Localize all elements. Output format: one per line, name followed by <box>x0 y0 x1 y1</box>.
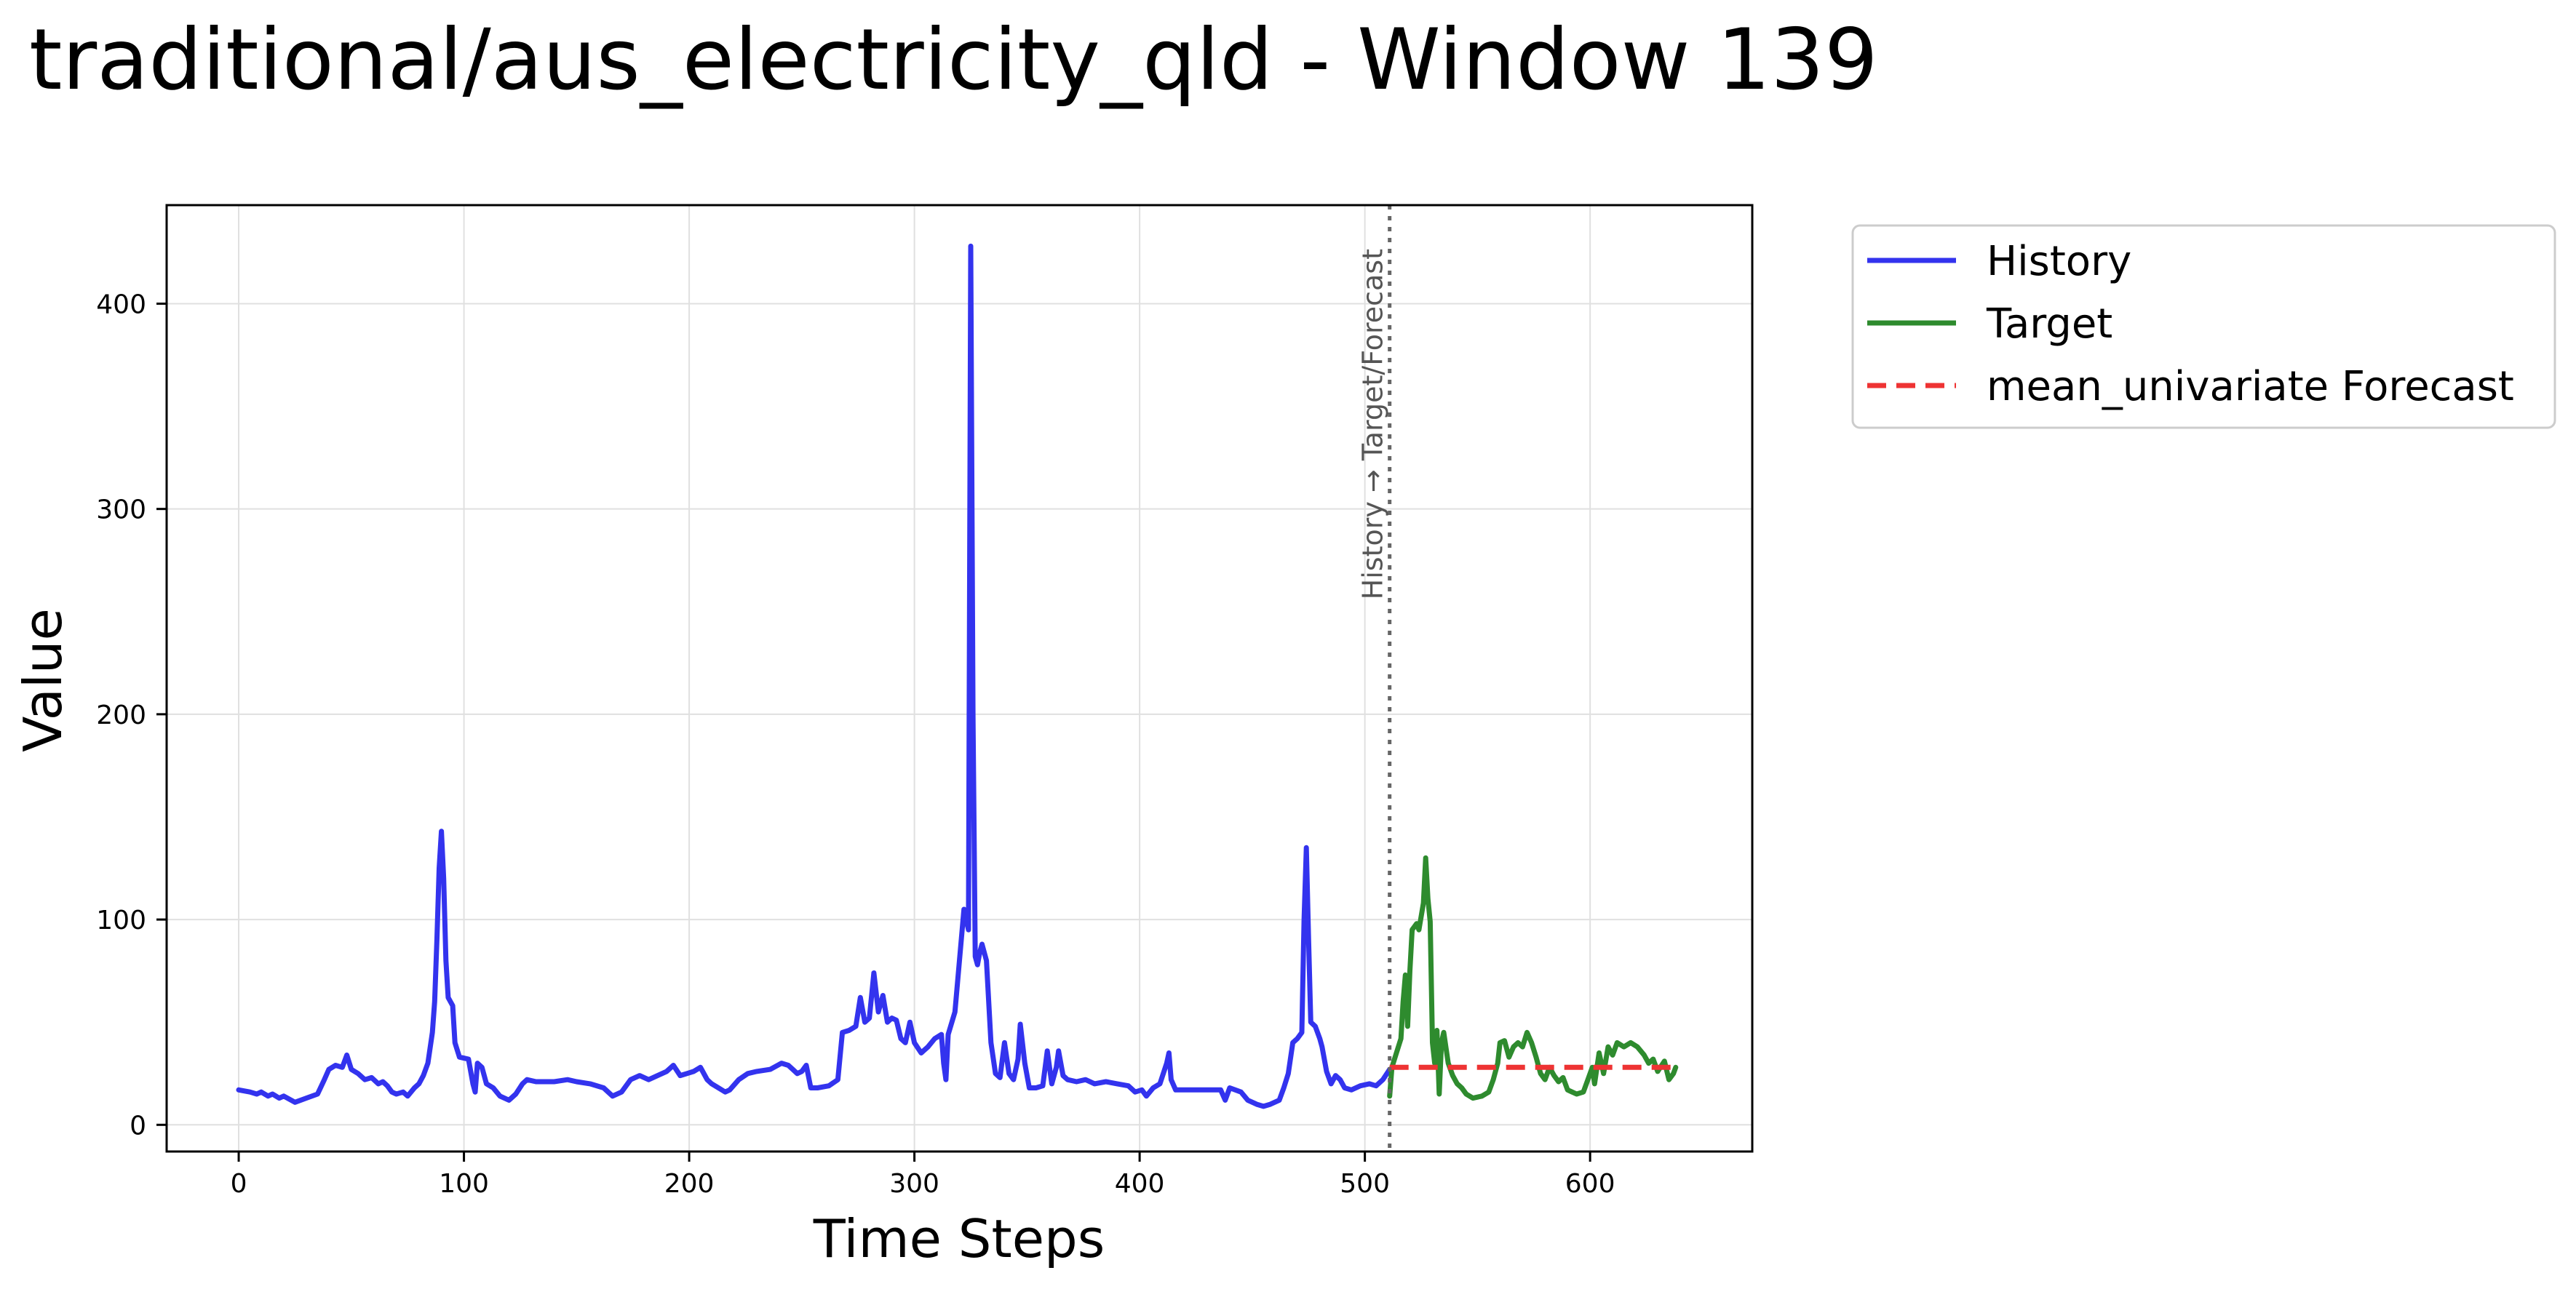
legend-label: History <box>1987 238 2131 285</box>
plot-area-frame <box>165 204 1754 1153</box>
x-tick-label: 400 <box>1115 1169 1165 1199</box>
series-line-target <box>1387 855 1679 1101</box>
x-tick-label: 100 <box>439 1169 489 1199</box>
legend-box <box>1851 224 2556 429</box>
legend: History Target mean_univariate Forecast <box>1851 224 2556 429</box>
x-tick-label: 0 <box>231 1169 247 1199</box>
data-lines <box>236 243 1679 1109</box>
x-axis-label: Time Steps <box>813 1208 1105 1269</box>
grid-lines <box>167 205 1752 1152</box>
x-tick-label: 600 <box>1565 1169 1615 1199</box>
legend-label: Target <box>1986 300 2112 348</box>
y-axis-ticks: 0 100 200 300 400 <box>96 290 167 1141</box>
split-annotation: History → Target/Forecast <box>1357 249 1389 599</box>
y-tick-label: 400 <box>96 290 146 319</box>
split-marker: History → Target/Forecast <box>1357 205 1392 1152</box>
y-tick-label: 200 <box>96 701 146 730</box>
y-tick-label: 0 <box>130 1111 146 1141</box>
x-axis-ticks: 0 100 200 300 400 500 600 <box>231 1152 1615 1199</box>
series-line-history <box>236 243 1393 1109</box>
legend-label: mean_univariate Forecast <box>1987 363 2514 410</box>
x-tick-label: 500 <box>1340 1169 1390 1199</box>
x-tick-label: 200 <box>664 1169 715 1199</box>
chart-title: traditional/aus_electricity_qld - Window… <box>29 11 1878 109</box>
y-tick-label: 100 <box>96 906 146 935</box>
y-axis-label: Value <box>12 608 73 752</box>
y-tick-label: 300 <box>96 495 146 525</box>
x-tick-label: 300 <box>889 1169 939 1199</box>
